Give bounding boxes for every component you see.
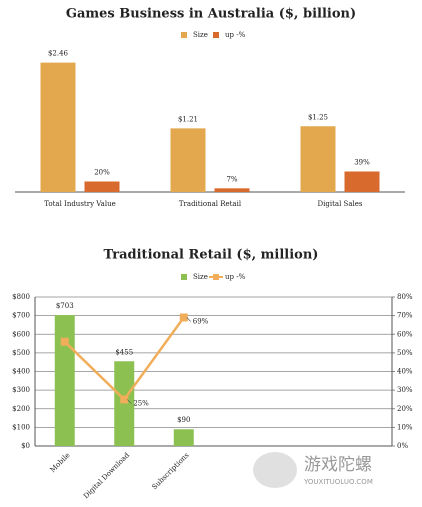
chart-title: Games Business in Australia ($, billion) <box>66 7 356 22</box>
value-label: $1.25 <box>308 113 328 121</box>
y2-tick-label: 30% <box>397 386 413 394</box>
legend-label: Size <box>193 273 208 281</box>
legend-label: Size <box>193 31 208 39</box>
value-label: $703 <box>56 302 74 310</box>
bar <box>344 171 380 192</box>
y-tick-label: $0 <box>21 442 30 450</box>
point <box>120 395 129 404</box>
watermark-logo <box>253 452 297 488</box>
bar <box>114 361 135 446</box>
x-tick-label: Digital Sales <box>318 200 363 208</box>
point <box>179 313 188 322</box>
value-label: 7% <box>226 175 237 183</box>
y-tick-label: $300 <box>12 386 30 394</box>
y-tick-label: $700 <box>12 312 30 320</box>
y2-tick-label: 50% <box>397 349 413 357</box>
label-leader <box>127 399 132 404</box>
y-tick-label: $600 <box>12 330 30 338</box>
y-tick-label: $200 <box>12 405 30 413</box>
y2-tick-label: 80% <box>397 293 413 301</box>
bar <box>173 429 194 446</box>
x-tick-label: Digital Download <box>82 451 131 500</box>
y2-tick-label: 40% <box>397 368 413 376</box>
x-tick-label: Mobile <box>49 451 72 474</box>
y-tick-label: $800 <box>12 293 30 301</box>
chart-title: Traditional Retail ($, million) <box>104 248 319 263</box>
y2-tick-label: 10% <box>397 423 413 431</box>
x-tick-label: Traditional Retail <box>179 200 242 208</box>
watermark-url: YOUXITUOLUO.COM <box>303 478 373 486</box>
bar <box>84 181 120 192</box>
y2-tick-label: 60% <box>397 330 413 338</box>
value-label: 25% <box>133 399 149 407</box>
legend-label: up -% <box>225 31 246 39</box>
bar <box>300 126 336 192</box>
value-label: 39% <box>354 158 370 166</box>
y-tick-label: $400 <box>12 368 30 376</box>
legend-marker <box>213 274 219 280</box>
value-label: $455 <box>115 348 133 356</box>
bar <box>54 315 75 446</box>
x-tick-label: Total Industry Value <box>44 200 115 208</box>
x-tick-label: Subscriptions <box>150 451 190 491</box>
value-label: $2.46 <box>48 50 69 58</box>
legend-swatch <box>181 32 187 38</box>
legend-label: up -% <box>225 273 246 281</box>
y-tick-label: $100 <box>12 423 30 431</box>
y2-tick-label: 20% <box>397 405 413 413</box>
label-leader <box>186 317 191 322</box>
legend-swatch <box>213 32 219 38</box>
value-label: 69% <box>193 317 209 325</box>
bar <box>214 188 250 192</box>
legend-swatch <box>181 274 187 280</box>
bar <box>170 128 206 192</box>
y2-tick-label: 0% <box>397 442 408 450</box>
point <box>60 337 69 346</box>
y-tick-label: $500 <box>12 349 30 357</box>
watermark: 游戏陀螺 YOUXITUOLUO.COM <box>253 452 373 488</box>
value-label: $1.21 <box>178 115 198 123</box>
bar <box>40 62 76 192</box>
value-label: $90 <box>177 416 190 424</box>
y2-tick-label: 70% <box>397 312 413 320</box>
value-label: 20% <box>94 168 110 176</box>
watermark-text: 游戏陀螺 <box>304 455 372 475</box>
